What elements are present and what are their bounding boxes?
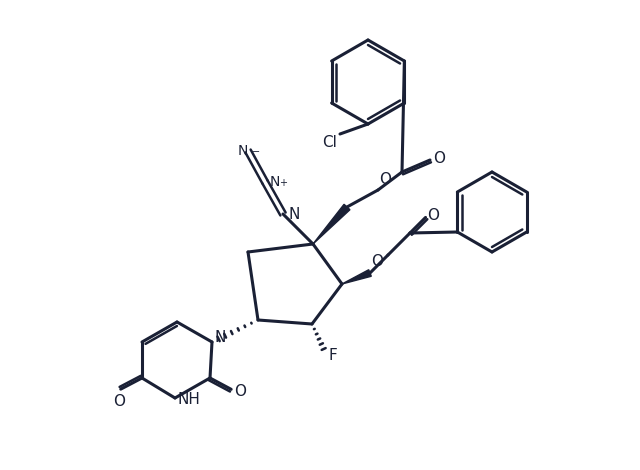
Text: O: O	[433, 150, 445, 165]
Text: O: O	[113, 394, 125, 408]
Text: F: F	[328, 348, 337, 363]
Text: N: N	[238, 144, 248, 158]
Text: N: N	[288, 206, 300, 221]
Text: O: O	[379, 172, 391, 187]
Text: O: O	[371, 253, 383, 268]
Text: O: O	[428, 208, 440, 223]
Text: N: N	[214, 330, 226, 345]
Polygon shape	[313, 204, 350, 244]
Polygon shape	[342, 270, 371, 284]
Text: +: +	[279, 178, 287, 188]
Text: Cl: Cl	[323, 134, 337, 149]
Text: −: −	[252, 147, 260, 157]
Text: NH: NH	[177, 392, 200, 407]
Text: N: N	[270, 175, 280, 189]
Text: O: O	[234, 384, 246, 399]
